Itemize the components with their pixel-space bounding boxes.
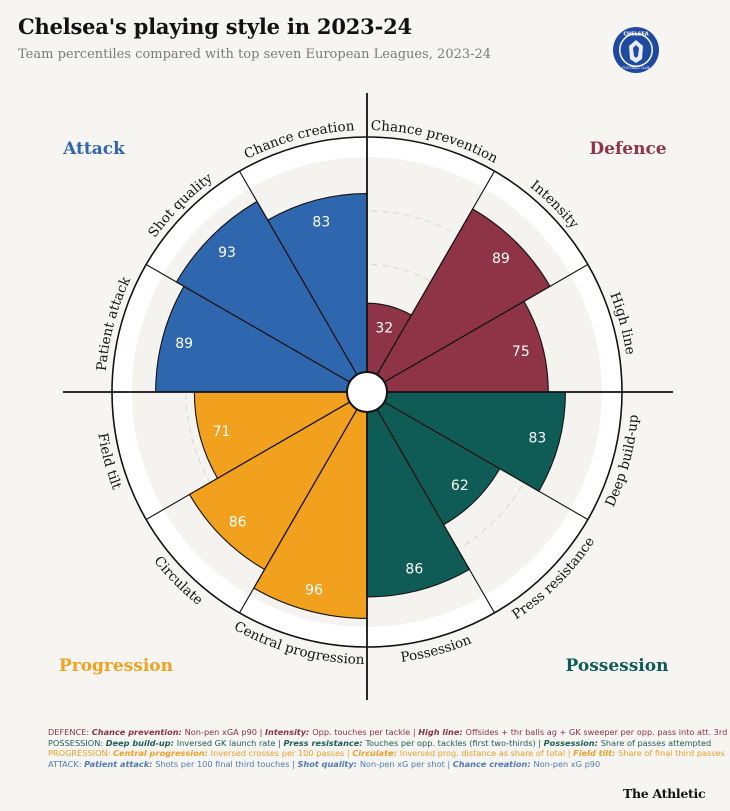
note-key: Patient attack:	[84, 758, 156, 769]
note-key: Intensity:	[264, 727, 313, 737]
svg-text:FOOTBALL CLUB: FOOTBALL CLUB	[622, 66, 650, 70]
note-separator: |	[444, 758, 453, 769]
note-prefix: DEFENCE:	[48, 727, 92, 737]
quadrant-title-defence: Defence	[589, 139, 666, 159]
value-label: 86	[405, 562, 423, 578]
bar-possession	[366, 389, 471, 598]
note-value: Touches per opp. tackles (first two-thir…	[365, 737, 536, 748]
note-key: Chance creation:	[452, 758, 534, 769]
note-key: Field tilt:	[573, 748, 619, 759]
note-key: Deep build-up:	[105, 737, 177, 748]
category-separator	[145, 391, 368, 520]
note-value: Inversed prog. distance as share of tota…	[399, 748, 566, 759]
category-separator	[366, 391, 589, 520]
note-prefix: POSSESSION:	[48, 737, 106, 748]
note-value: Non-pen xG p90	[533, 758, 601, 769]
note-key: Central progression:	[113, 748, 211, 759]
bar-circulate	[188, 390, 369, 571]
value-label: 83	[312, 215, 330, 231]
note-value: Inversed GK launch rate	[176, 737, 276, 748]
note-key: Chance prevention:	[91, 727, 185, 737]
note-key: Circulate:	[352, 748, 400, 759]
svg-text:CHELSEA: CHELSEA	[623, 32, 648, 38]
category-separator	[145, 264, 368, 393]
value-label: 93	[218, 245, 236, 261]
value-label: 32	[375, 320, 393, 336]
note-separator: |	[275, 737, 284, 748]
note-separator: |	[565, 748, 574, 759]
note-separator: |	[256, 727, 265, 737]
note-value: Non-pen xG per shot	[359, 758, 445, 769]
note-value: Offsides + thr balls ag + GK sweeper per…	[465, 727, 728, 737]
category-separator	[366, 391, 495, 614]
value-label: 86	[229, 514, 247, 530]
bar-shot-quality	[175, 200, 369, 394]
note-value: Opp. touches per tackle	[312, 727, 411, 737]
note-defence: DEFENCE: Chance prevention: Non-pen xGA …	[48, 727, 727, 738]
note-separator: |	[289, 758, 298, 769]
note-progression: PROGRESSION: Central progression: Invers…	[48, 748, 727, 759]
bar-intensity	[365, 208, 551, 394]
note-separator: |	[410, 727, 419, 737]
the-athletic-logo: The Athletic	[623, 786, 706, 801]
bar-chance-creation	[267, 192, 368, 395]
note-key: Possession:	[543, 737, 601, 748]
note-key: High line:	[418, 727, 466, 737]
note-attack: ATTACK: Patient attack: Shots per 100 fi…	[48, 759, 727, 770]
category-separator	[239, 170, 368, 393]
note-key: Press resistance:	[283, 737, 366, 748]
category-separator	[366, 170, 495, 393]
bar-deep-build-up	[364, 391, 567, 492]
note-separator: |	[344, 748, 353, 759]
note-prefix: ATTACK:	[48, 758, 85, 769]
bar-patient-attack	[155, 285, 370, 393]
note-key: Shot quality:	[297, 758, 360, 769]
category-separator	[366, 264, 589, 393]
note-value: Shots per 100 final third touches	[155, 758, 290, 769]
value-label: 75	[512, 344, 530, 360]
note-value: Share of final third passes	[618, 748, 725, 759]
bar-field-tilt	[193, 391, 370, 480]
note-possession: POSSESSION: Deep build-up: Inversed GK l…	[48, 738, 727, 749]
methodology-notes: DEFENCE: Chance prevention: Non-pen xGA …	[48, 727, 727, 769]
note-value: Share of passes attempted	[600, 737, 712, 748]
chart-subtitle: Team percentiles compared with top seven…	[18, 47, 492, 62]
chelsea-crest-logo: CHELSEA FOOTBALL CLUB	[613, 27, 659, 73]
value-label: 71	[213, 424, 231, 440]
value-label: 96	[305, 582, 323, 598]
value-label: 62	[451, 478, 469, 494]
quadrant-title-possession: Possession	[566, 656, 669, 676]
note-separator: |	[535, 737, 544, 748]
note-value: Inversed crosses per 100 passes	[210, 748, 345, 759]
quadrant-title-progression: Progression	[59, 656, 173, 676]
quadrant-title-attack: Attack	[62, 139, 126, 159]
chart-title: Chelsea's playing style in 2023-24	[18, 14, 412, 39]
value-label: 89	[492, 251, 510, 267]
note-prefix: PROGRESSION:	[48, 748, 114, 759]
note-value: Non-pen xGA p90	[184, 727, 257, 737]
bar-high-line	[364, 300, 549, 393]
center-hole	[346, 371, 388, 413]
bar-central-progression	[253, 389, 368, 619]
category-separator	[239, 391, 368, 614]
value-label: 89	[175, 336, 193, 352]
value-label: 83	[529, 431, 547, 447]
